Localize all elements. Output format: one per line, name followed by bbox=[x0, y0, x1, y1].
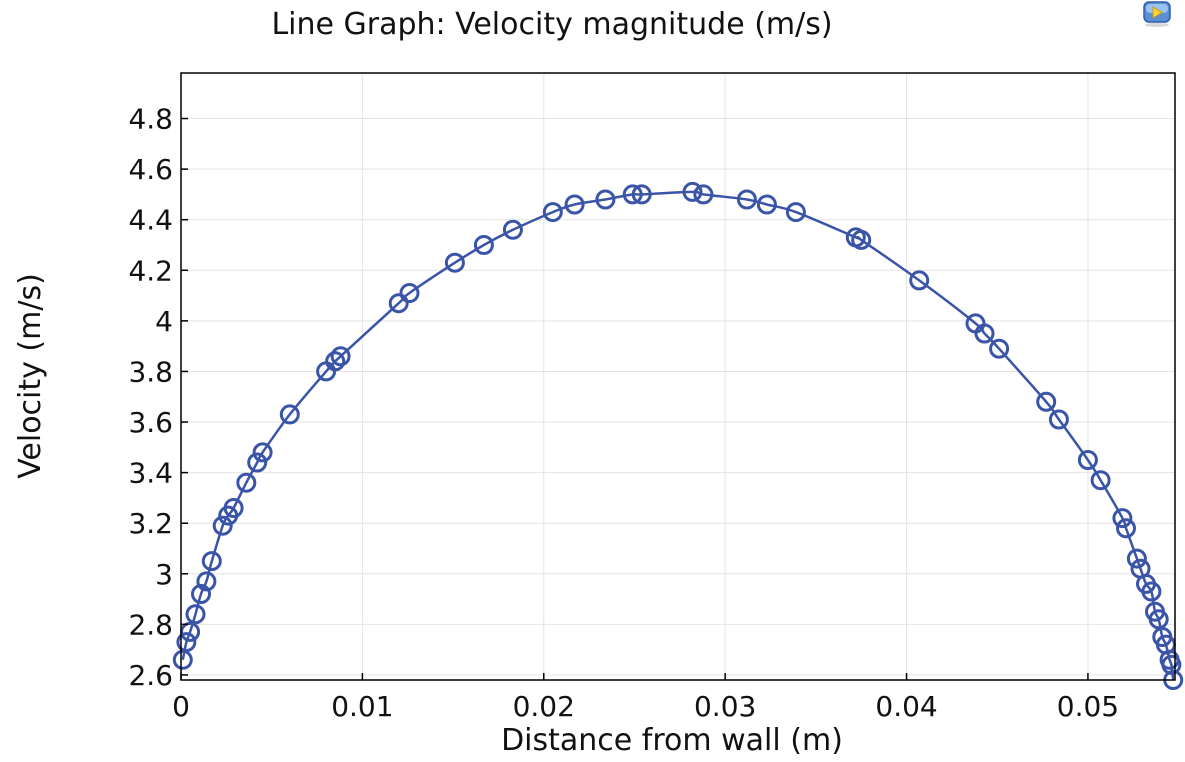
data-point bbox=[1090, 470, 1111, 491]
grid bbox=[181, 73, 1175, 680]
data-point bbox=[279, 404, 300, 425]
y-tick-label: 4.4 bbox=[128, 204, 173, 237]
y-tick-label: 3.6 bbox=[128, 406, 173, 439]
data-point bbox=[682, 181, 703, 202]
data-point bbox=[325, 351, 346, 372]
data-point bbox=[1048, 409, 1069, 430]
chart-title: Line Graph: Velocity magnitude (m/s) bbox=[271, 7, 832, 42]
data-point bbox=[542, 202, 563, 223]
data-point bbox=[1112, 508, 1133, 529]
data-point bbox=[191, 584, 211, 604]
x-tick-label: 0.02 bbox=[513, 690, 575, 723]
x-tick-label: 0 bbox=[172, 690, 190, 723]
data-point bbox=[693, 184, 714, 205]
data-point bbox=[756, 194, 777, 215]
data-point bbox=[176, 632, 197, 653]
data-point bbox=[564, 194, 585, 215]
data-point bbox=[330, 346, 351, 367]
y-tick-label: 4.8 bbox=[128, 103, 173, 136]
y-tick-label: 4 bbox=[155, 305, 173, 338]
series-line-velocity bbox=[181, 190, 1175, 681]
data-point bbox=[473, 235, 494, 255]
y-tick-label: 4.2 bbox=[128, 254, 173, 287]
data-point bbox=[622, 184, 643, 205]
data-point bbox=[909, 270, 930, 291]
y-tick-label: 2.6 bbox=[128, 659, 173, 692]
play-icon[interactable] bbox=[1140, 0, 1174, 28]
data-point bbox=[1141, 581, 1162, 602]
data-point bbox=[631, 184, 652, 205]
y-axis-label: Velocity (m/s) bbox=[13, 273, 48, 479]
data-point bbox=[201, 551, 222, 572]
y-tick-label: 2.8 bbox=[128, 608, 173, 641]
data-point bbox=[444, 252, 465, 273]
y-tick-label: 3.4 bbox=[128, 457, 173, 490]
x-axis-ticks: 0 0.01 0.02 0.03 0.04 0.05 bbox=[172, 673, 1119, 723]
data-point bbox=[223, 498, 244, 518]
x-axis-label: Distance from wall (m) bbox=[501, 723, 843, 758]
y-tick-label: 4.6 bbox=[128, 153, 173, 186]
data-point bbox=[185, 604, 206, 625]
x-tick-label: 0.05 bbox=[1057, 690, 1119, 723]
data-point bbox=[388, 293, 409, 314]
x-tick-label: 0.04 bbox=[875, 690, 937, 723]
data-point bbox=[1077, 450, 1098, 470]
data-point bbox=[399, 283, 420, 303]
data-point bbox=[851, 229, 872, 250]
data-point bbox=[1161, 654, 1182, 675]
y-axis-ticks: 2.6 2.8 3 3.2 3.4 3.6 3.8 4 4.2 4.4 4.6 4.8 bbox=[128, 103, 188, 692]
x-tick-label: 0.03 bbox=[694, 690, 756, 723]
data-point bbox=[1126, 548, 1147, 569]
data-point bbox=[785, 202, 806, 223]
y-tick-label: 3.2 bbox=[128, 507, 173, 540]
data-point bbox=[236, 472, 257, 493]
plot-area-frame bbox=[180, 72, 1176, 681]
y-tick-label: 3 bbox=[155, 558, 173, 591]
data-point bbox=[1116, 518, 1136, 539]
data-point bbox=[196, 571, 217, 592]
y-tick-label: 3.8 bbox=[128, 355, 173, 388]
data-point bbox=[736, 189, 757, 210]
data-point bbox=[989, 338, 1010, 359]
data-point bbox=[974, 323, 995, 344]
data-point bbox=[1036, 391, 1057, 412]
data-point bbox=[252, 442, 273, 463]
series-line-layer bbox=[181, 190, 1175, 681]
data-point-markers bbox=[172, 181, 1184, 690]
data-point bbox=[595, 189, 616, 210]
x-tick-label: 0.01 bbox=[331, 690, 393, 723]
data-point bbox=[502, 219, 523, 240]
data-point bbox=[212, 515, 233, 536]
data-point bbox=[247, 452, 268, 473]
